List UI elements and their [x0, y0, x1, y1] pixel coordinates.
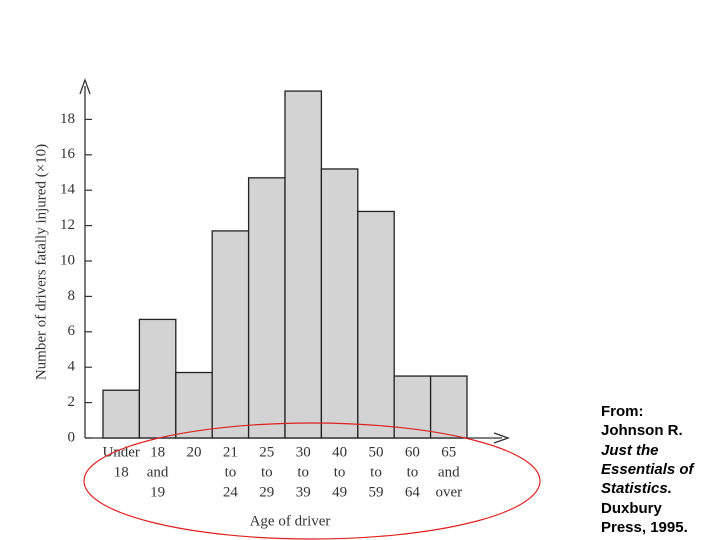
x-tick-label: 49: [332, 484, 347, 500]
bar: [211, 230, 250, 439]
source-line: Essentials of: [601, 461, 696, 478]
x-axis-arrow: [493, 432, 510, 444]
x-tick-label: and: [147, 464, 169, 480]
y-tick-label: 18: [60, 111, 75, 127]
x-tick-label: and: [438, 464, 460, 480]
y-axis-title: Number of drivers fatally injured (×10): [33, 144, 49, 380]
source-line: Press, 1995.: [601, 519, 688, 536]
x-axis-title: Age of driver: [250, 513, 331, 529]
x-tick-label: 21: [223, 444, 238, 460]
x-tick-label: 60: [405, 444, 420, 460]
x-tick-label: to: [297, 464, 309, 480]
x-tick-label: 29: [259, 484, 274, 500]
source-line: Just the: [601, 442, 659, 459]
x-tick-label: to: [407, 464, 419, 480]
bar: [357, 210, 395, 439]
y-tick-label: 14: [60, 182, 76, 198]
y-tick-label: 2: [68, 394, 76, 410]
x-tick-label: 64: [405, 484, 421, 500]
highlight-ellipse: [83, 422, 541, 540]
bar: [320, 168, 359, 439]
bar: [175, 371, 213, 439]
x-tick-label: 39: [296, 484, 311, 500]
x-tick-label: Under: [102, 444, 140, 460]
y-tick-label: 0: [68, 429, 76, 445]
x-tick-label: 19: [150, 484, 165, 500]
bar: [102, 389, 141, 439]
x-tick-label: 30: [296, 444, 311, 460]
x-tick-label: to: [334, 464, 346, 480]
x-tick-label: over: [435, 484, 462, 500]
y-tick-label: 8: [68, 288, 76, 304]
source-line: Johnson R.: [601, 422, 683, 439]
x-tick-label: to: [370, 464, 382, 480]
chart: Number of drivers fatally injured (×10) …: [33, 78, 510, 529]
source-line: Statistics.: [601, 480, 672, 497]
x-tick-label: 40: [332, 444, 347, 460]
bar: [247, 177, 286, 439]
y-tick-label: 10: [60, 252, 75, 268]
source-line: Duxbury: [601, 500, 663, 517]
y-tick-label: 6: [68, 323, 76, 339]
bar: [429, 375, 468, 439]
source-note: From: Johnson R. Just the Essentials of …: [601, 403, 696, 536]
x-tick-label: 25: [259, 444, 274, 460]
y-tick-label: 12: [60, 217, 75, 233]
bar: [284, 90, 323, 439]
x-tick-label: 65: [441, 444, 456, 460]
bar: [138, 318, 177, 439]
y-axis-arrow: [79, 78, 91, 95]
y-tick-label: 16: [60, 146, 76, 162]
y-tick-label: 4: [68, 359, 76, 375]
x-tick-label: 24: [223, 484, 239, 500]
x-tick-label: 18: [150, 444, 165, 460]
x-tick-label: 20: [187, 444, 202, 460]
x-tick-label: to: [225, 464, 237, 480]
x-tick-label: to: [261, 464, 273, 480]
x-tick-label: 59: [369, 484, 384, 500]
source-line: From:: [601, 403, 644, 420]
x-tick-label: 50: [369, 444, 384, 460]
x-tick-label: 18: [114, 464, 129, 480]
